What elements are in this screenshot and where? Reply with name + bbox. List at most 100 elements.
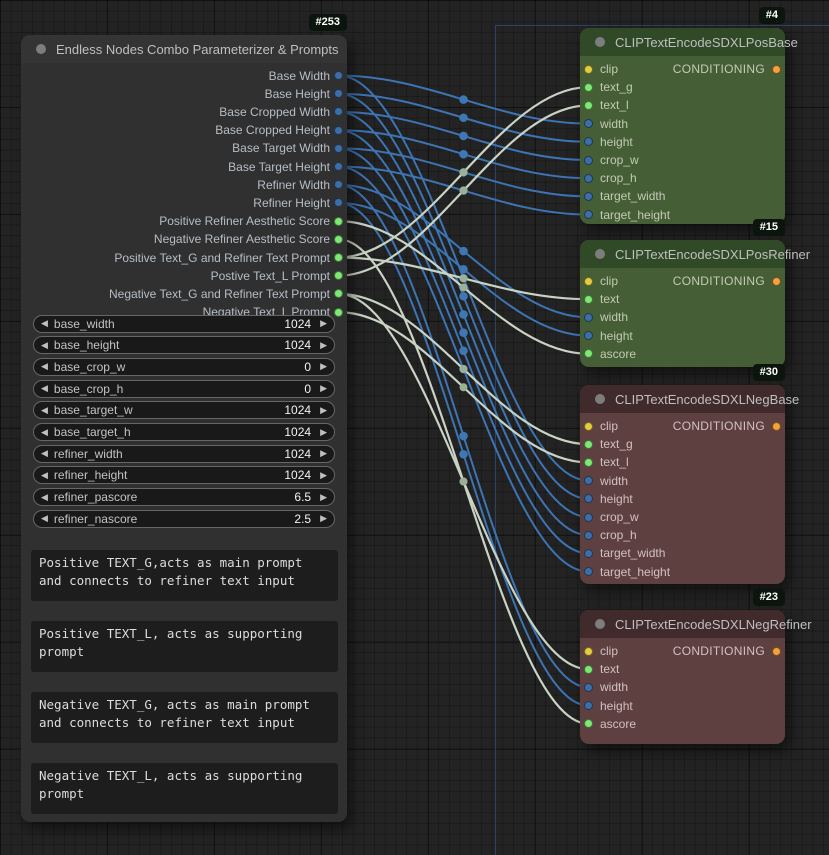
input-slot-dot[interactable] [584, 137, 593, 147]
node-title-bar[interactable]: CLIPTextEncodeSDXLPosBase [580, 28, 798, 56]
decrement-arrow-icon[interactable]: ◀ [41, 339, 48, 350]
output-slot-dot[interactable] [772, 421, 781, 431]
input-slot-dot[interactable] [584, 100, 593, 110]
input-slot-dot[interactable] [584, 567, 593, 577]
widget-base_target_h[interactable]: ◀ base_target_h 1024 ▶ [33, 423, 335, 441]
increment-arrow-icon[interactable]: ▶ [320, 383, 327, 394]
collapse-dot-icon[interactable] [595, 37, 605, 47]
decrement-arrow-icon[interactable]: ◀ [41, 448, 48, 459]
collapse-dot-icon[interactable] [595, 394, 605, 404]
output-slot-dot[interactable] [334, 180, 343, 190]
text-prompt-field[interactable]: Negative TEXT_G, acts as main prompt and … [31, 692, 338, 743]
output-slot-dot[interactable] [334, 71, 343, 80]
input-slot-dot[interactable] [584, 664, 593, 674]
collapse-dot-icon[interactable] [595, 249, 605, 259]
increment-arrow-icon[interactable]: ▶ [320, 513, 327, 524]
increment-arrow-icon[interactable]: ▶ [320, 469, 327, 480]
node-clip-pos-base[interactable]: #4 CLIPTextEncodeSDXLPosBase clip text_g tex… [580, 7, 798, 224]
decrement-arrow-icon[interactable]: ◀ [41, 469, 48, 480]
widget-base_crop_w[interactable]: ◀ base_crop_w 0 ▶ [33, 357, 335, 376]
increment-arrow-icon[interactable]: ▶ [320, 339, 327, 350]
widget-value: 1024 [284, 316, 312, 331]
increment-arrow-icon[interactable]: ▶ [320, 426, 327, 437]
input-slot-dot[interactable] [584, 64, 593, 74]
input-slot-dot[interactable] [584, 646, 593, 656]
link-midpoint-dot [459, 291, 468, 301]
output-slot-dot[interactable] [334, 162, 343, 171]
output-slot-dot[interactable] [772, 646, 781, 656]
decrement-arrow-icon[interactable]: ◀ [41, 426, 48, 437]
output-slot-dot[interactable] [334, 107, 343, 117]
input-slot-dot[interactable] [584, 331, 593, 341]
increment-arrow-icon[interactable]: ▶ [320, 361, 327, 372]
input-slot-dot[interactable] [584, 512, 593, 522]
input-slot-dot[interactable] [584, 494, 593, 504]
input-slot-dot[interactable] [584, 82, 593, 92]
increment-arrow-icon[interactable]: ▶ [320, 318, 327, 328]
input-slot-dot[interactable] [584, 421, 593, 431]
node-title-bar[interactable]: CLIPTextEncodeSDXLPosRefiner [580, 240, 810, 268]
node-clip-pos-refiner[interactable]: #15 CLIPTextEncodeSDXLPosRefiner clip text w… [580, 219, 810, 367]
widget-refiner_nascore[interactable]: ◀ refiner_nascore 2.5 ▶ [33, 509, 335, 528]
input-slot-dot[interactable] [584, 530, 593, 540]
output-slot-dot[interactable] [334, 216, 343, 226]
decrement-arrow-icon[interactable]: ◀ [41, 318, 48, 328]
input-slot-dot[interactable] [584, 349, 593, 359]
text-prompt-field[interactable]: Positive TEXT_L, acts as supporting promp… [31, 621, 338, 672]
input-slot-dot[interactable] [584, 719, 593, 729]
input-slot-dot[interactable] [584, 210, 593, 220]
output-slot-dot[interactable] [334, 143, 343, 153]
collapse-dot-icon[interactable] [36, 44, 46, 54]
output-slot-dot[interactable] [334, 89, 343, 99]
input-slot-dot[interactable] [584, 682, 593, 692]
input-slot-dot[interactable] [584, 548, 593, 558]
output-slot-dot[interactable] [334, 271, 343, 281]
input-slot-dot[interactable] [584, 294, 593, 304]
output-slot-dot[interactable] [334, 234, 343, 244]
output-slot-dot[interactable] [772, 276, 781, 286]
node-title-bar[interactable]: CLIPTextEncodeSDXLNegRefiner [580, 610, 812, 638]
text-prompt-field[interactable]: Positive TEXT_G,acts as main prompt and c… [31, 550, 338, 601]
node-title-bar[interactable]: Endless Nodes Combo Parameterizer & Prom… [21, 35, 347, 63]
output-slot-dot[interactable] [334, 198, 343, 208]
node-clip-neg-base[interactable]: #30 CLIPTextEncodeSDXLNegBase clip text_g te… [580, 364, 799, 584]
output-slot-dot[interactable] [334, 307, 343, 317]
widget-base_width[interactable]: ◀ base_width 1024 ▶ [33, 314, 335, 333]
input-slot-dot[interactable] [584, 476, 593, 486]
widget-base_crop_h[interactable]: ◀ base_crop_h 0 ▶ [33, 379, 335, 398]
input-slot-dot[interactable] [584, 155, 593, 165]
increment-arrow-icon[interactable]: ▶ [320, 448, 327, 459]
input-slot-dot[interactable] [584, 312, 593, 322]
output-slot-dot[interactable] [334, 125, 343, 135]
input-slot-dot[interactable] [584, 191, 593, 201]
widget-refiner_width[interactable]: ◀ refiner_width 1024 ▶ [33, 444, 335, 463]
widget-base_height[interactable]: ◀ base_height 1024 ▶ [33, 336, 335, 355]
widget-refiner_height[interactable]: ◀ refiner_height 1024 ▶ [33, 466, 335, 485]
link-midpoint-dot [459, 95, 468, 104]
text-prompt-field[interactable]: Negative TEXT_L, acts as supporting promp… [31, 763, 338, 814]
input-slot-dot[interactable] [584, 701, 593, 711]
node-clip-neg-refiner[interactable]: #23 CLIPTextEncodeSDXLNegRefiner clip text w… [580, 589, 812, 744]
node-title-bar[interactable]: CLIPTextEncodeSDXLNegBase [580, 385, 799, 413]
input-slot-dot[interactable] [584, 457, 593, 467]
decrement-arrow-icon[interactable]: ◀ [41, 513, 48, 524]
input-slot-dot[interactable] [584, 173, 593, 183]
decrement-arrow-icon[interactable]: ◀ [41, 383, 48, 394]
widget-refiner_pascore[interactable]: ◀ refiner_pascore 6.5 ▶ [33, 488, 335, 507]
output-slot-dot[interactable] [334, 253, 343, 262]
input-slot-dot[interactable] [584, 276, 593, 286]
increment-arrow-icon[interactable]: ▶ [320, 491, 327, 502]
collapse-dot-icon[interactable] [595, 619, 605, 629]
increment-arrow-icon[interactable]: ▶ [320, 404, 327, 415]
decrement-arrow-icon[interactable]: ◀ [41, 361, 48, 372]
input-slot-dot[interactable] [584, 439, 593, 449]
widget-value: 0 [304, 359, 312, 374]
decrement-arrow-icon[interactable]: ◀ [41, 491, 48, 502]
node-endless-parameterizer[interactable]: #253 Endless Nodes Combo Parameterizer & … [21, 14, 347, 822]
output-slot-dot[interactable] [772, 64, 781, 74]
output-slot-dot[interactable] [334, 289, 343, 299]
decrement-arrow-icon[interactable]: ◀ [41, 404, 48, 415]
widget-base_target_w[interactable]: ◀ base_target_w 1024 ▶ [33, 401, 335, 420]
input-slot-dot[interactable] [584, 119, 593, 129]
